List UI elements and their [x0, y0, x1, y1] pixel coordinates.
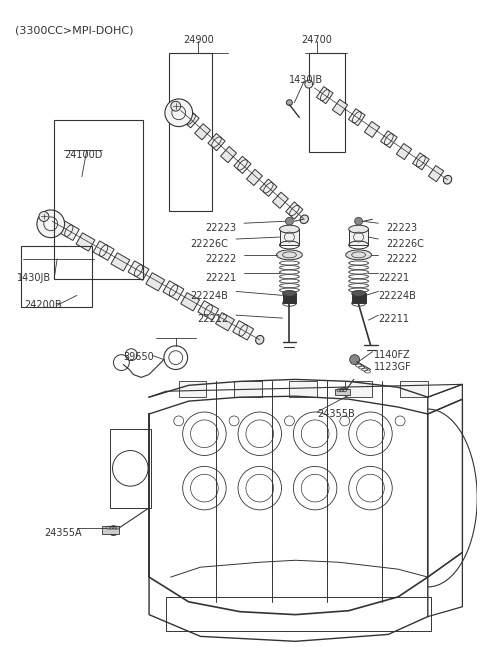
Ellipse shape	[349, 225, 369, 233]
Text: 1430JB: 1430JB	[17, 272, 51, 283]
Text: 22221: 22221	[205, 272, 236, 283]
Text: 22223: 22223	[205, 223, 236, 233]
Text: 24355B: 24355B	[317, 409, 355, 419]
Polygon shape	[286, 202, 303, 219]
Polygon shape	[128, 261, 149, 280]
Polygon shape	[429, 166, 444, 181]
Bar	[400, 381, 428, 397]
Bar	[179, 381, 206, 397]
Text: 1140FZ: 1140FZ	[374, 350, 411, 360]
Circle shape	[171, 102, 180, 111]
Polygon shape	[348, 109, 365, 126]
Ellipse shape	[300, 215, 309, 223]
Text: 1123GF: 1123GF	[374, 362, 412, 371]
Ellipse shape	[276, 250, 302, 260]
Ellipse shape	[256, 335, 264, 345]
Circle shape	[340, 387, 348, 395]
Polygon shape	[332, 100, 348, 115]
Bar	[345, 381, 372, 397]
Polygon shape	[180, 293, 200, 311]
Circle shape	[287, 100, 292, 105]
Bar	[335, 389, 350, 395]
Polygon shape	[364, 121, 380, 138]
Text: 22226C: 22226C	[190, 239, 228, 249]
Polygon shape	[221, 147, 237, 162]
Polygon shape	[163, 281, 184, 300]
Polygon shape	[111, 253, 130, 271]
Polygon shape	[59, 221, 79, 240]
Text: 24700: 24700	[301, 35, 333, 45]
Bar	[166, 597, 431, 631]
Bar	[109, 429, 151, 508]
Ellipse shape	[346, 250, 372, 260]
Circle shape	[350, 354, 360, 365]
Bar	[289, 381, 317, 397]
Bar	[54, 121, 143, 278]
Ellipse shape	[279, 225, 300, 233]
Text: 24355A: 24355A	[44, 528, 82, 538]
Circle shape	[355, 217, 362, 225]
Text: 22222: 22222	[386, 254, 418, 264]
Ellipse shape	[352, 290, 366, 296]
Bar	[279, 229, 300, 245]
Text: 24100D: 24100D	[64, 150, 102, 160]
Polygon shape	[316, 86, 333, 103]
Polygon shape	[381, 131, 397, 148]
Bar	[21, 246, 92, 307]
Polygon shape	[216, 312, 234, 331]
Polygon shape	[273, 192, 288, 208]
Text: 22212: 22212	[197, 314, 228, 324]
Text: 39650: 39650	[124, 352, 155, 362]
Text: 22224B: 22224B	[378, 291, 416, 301]
Text: (3300CC>MPI-DOHC): (3300CC>MPI-DOHC)	[14, 26, 133, 35]
Polygon shape	[233, 321, 253, 340]
Circle shape	[37, 210, 65, 238]
Bar	[169, 53, 212, 212]
Circle shape	[286, 217, 293, 225]
Bar	[309, 53, 345, 152]
Text: 22226C: 22226C	[386, 239, 424, 249]
Circle shape	[305, 80, 313, 88]
Polygon shape	[260, 179, 277, 196]
Polygon shape	[146, 272, 165, 291]
Polygon shape	[208, 134, 225, 151]
Circle shape	[165, 99, 192, 126]
Polygon shape	[247, 170, 263, 185]
Polygon shape	[76, 233, 95, 251]
Polygon shape	[182, 111, 199, 128]
Bar	[102, 526, 120, 534]
Text: 22224B: 22224B	[190, 291, 228, 301]
Bar	[352, 293, 366, 303]
Ellipse shape	[444, 176, 452, 184]
Polygon shape	[396, 143, 412, 160]
Circle shape	[108, 526, 119, 536]
Text: 22222: 22222	[205, 254, 236, 264]
Text: 22223: 22223	[386, 223, 418, 233]
Text: 24900: 24900	[183, 35, 214, 45]
Text: 1430JB: 1430JB	[289, 75, 324, 85]
Polygon shape	[194, 124, 211, 140]
Bar	[234, 381, 262, 397]
Text: 22221: 22221	[378, 272, 409, 283]
Circle shape	[39, 212, 49, 221]
Text: 24200B: 24200B	[24, 301, 62, 310]
Polygon shape	[234, 157, 251, 174]
Bar	[283, 293, 296, 303]
Polygon shape	[93, 241, 114, 261]
Ellipse shape	[283, 290, 296, 296]
Text: 22211: 22211	[378, 314, 409, 324]
Bar	[349, 229, 369, 245]
Polygon shape	[198, 301, 219, 320]
Polygon shape	[413, 153, 429, 170]
